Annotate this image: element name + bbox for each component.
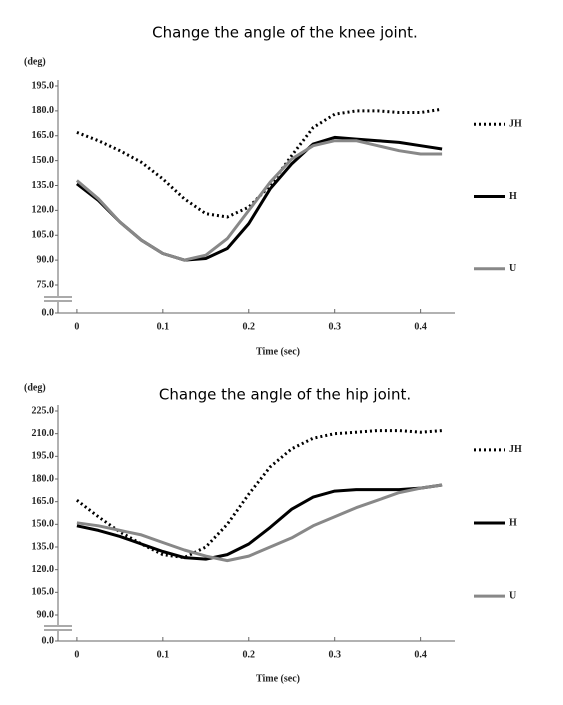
y-tick-label: 75.0 <box>37 279 55 290</box>
data-line <box>76 483 443 561</box>
data-line <box>75 429 443 560</box>
axis-break-gap <box>56 625 60 631</box>
x-tick-label: 0.4 <box>414 321 427 332</box>
chart-title: Change the angle of the knee joint. <box>152 24 418 42</box>
x-tick-label: 0 <box>74 649 79 660</box>
data-line <box>76 483 443 563</box>
axis-break-gap <box>56 296 60 302</box>
data-line <box>75 139 443 262</box>
y-tick-label: 210.0 <box>32 428 55 439</box>
y-tick-label: 135.0 <box>32 180 55 191</box>
y-tick-label: 135.0 <box>32 541 55 552</box>
y-tick-label: 150.0 <box>32 155 55 166</box>
legend-label: U <box>509 263 516 274</box>
y-tick-label: 165.0 <box>32 130 55 141</box>
legend-label: H <box>509 191 517 202</box>
legend-label: U <box>509 590 516 601</box>
x-axis-label: Time (sec) <box>256 346 300 357</box>
data-line <box>76 107 443 219</box>
legend-label: H <box>509 517 517 528</box>
x-axis-label: Time (sec) <box>256 673 300 684</box>
y-tick-label: 195.0 <box>32 80 55 91</box>
y-tick-label: 0.0 <box>42 307 55 318</box>
y-tick-label: 90.0 <box>37 254 55 265</box>
y-axis-label: (deg) <box>24 382 46 393</box>
x-tick-label: 0.1 <box>157 649 170 660</box>
y-tick-label: 105.0 <box>32 230 55 241</box>
y-tick-label: 195.0 <box>32 451 55 462</box>
x-tick-label: 0.2 <box>243 649 256 660</box>
x-tick-label: 0.4 <box>414 649 427 660</box>
legend-label: JH <box>509 444 522 455</box>
chart-title: Change the angle of the hip joint. <box>159 386 411 404</box>
y-tick-label: 120.0 <box>32 564 55 575</box>
y-tick-label: 120.0 <box>32 205 55 216</box>
x-tick-label: 0 <box>74 321 79 332</box>
y-tick-label: 0.0 <box>42 635 55 646</box>
x-tick-label: 0.1 <box>157 321 170 332</box>
y-tick-label: 165.0 <box>32 496 55 507</box>
y-tick-label: 150.0 <box>32 519 55 530</box>
legend-label: JH <box>509 119 522 130</box>
x-tick-label: 0.2 <box>243 321 256 332</box>
x-tick-label: 0.3 <box>328 649 341 660</box>
y-tick-label: 225.0 <box>32 405 55 416</box>
y-axis-label: (deg) <box>24 56 46 67</box>
y-tick-label: 180.0 <box>32 105 55 116</box>
y-tick-label: 105.0 <box>32 587 55 598</box>
y-tick-label: 180.0 <box>32 473 55 484</box>
x-tick-label: 0.3 <box>328 321 341 332</box>
y-tick-label: 90.0 <box>37 609 55 620</box>
